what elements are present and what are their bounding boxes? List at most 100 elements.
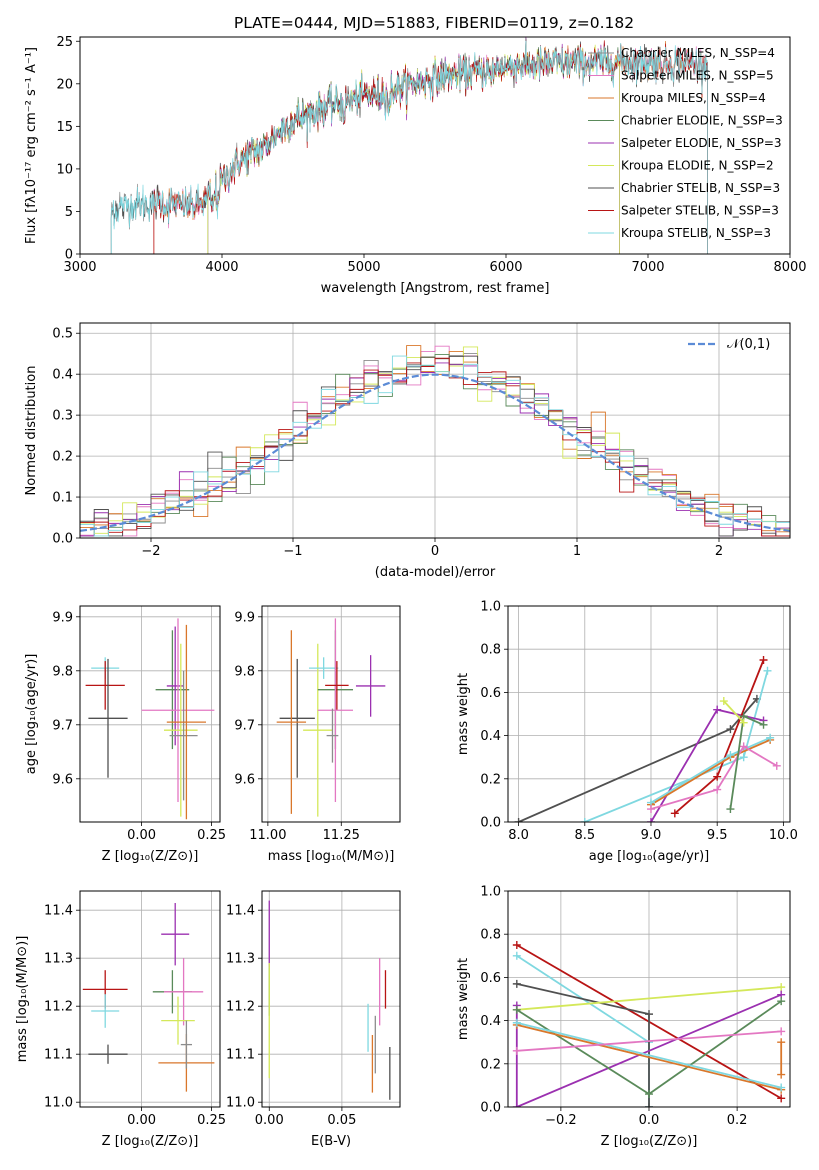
y-tick-label: 0.4 xyxy=(480,1014,501,1029)
weight-line-kr_stelib xyxy=(516,1021,782,1089)
x-tick-label: 5000 xyxy=(347,260,380,275)
weight-line-sa_miles xyxy=(650,745,778,810)
weight-marker xyxy=(726,751,735,760)
x-tick-label: 8.5 xyxy=(574,828,595,843)
y-axis-label: Normed distribution xyxy=(24,366,39,496)
y-tick-label: 11.4 xyxy=(226,904,255,919)
spectrum-line-kr_stelib xyxy=(110,40,708,254)
weight-marker xyxy=(777,997,786,1006)
axes-frame xyxy=(79,36,791,255)
axes-frame xyxy=(261,605,401,823)
plot-area xyxy=(82,903,215,1092)
y-tick-label: 0 xyxy=(65,248,73,263)
y-tick-label: 11.2 xyxy=(44,1000,73,1015)
plot-layer: 3000 4000 5000 6000 7000 80000510152025wavele… xyxy=(15,35,807,1149)
weight-marker xyxy=(777,983,786,992)
weight-marker xyxy=(514,818,523,822)
y-tick-label: 0.4 xyxy=(480,729,501,744)
x-tick-label: 10.0 xyxy=(769,828,798,843)
y-tick-label: 0.2 xyxy=(480,1057,501,1072)
weight-line-sa_elodie xyxy=(515,993,782,1107)
weight-marker xyxy=(713,705,722,714)
y-tick-label: 5 xyxy=(65,205,73,220)
y-axis-label: mass [log₁₀(M/M⊙)] xyxy=(15,936,30,1063)
legend-label: Chabrier MILES, N_SSP=4 xyxy=(621,46,775,60)
histogram-kr_stelib xyxy=(80,355,790,538)
x-tick-label: 1 xyxy=(573,544,581,559)
y-tick-label: 9.6 xyxy=(234,772,255,787)
y-tick-label: 9.7 xyxy=(52,718,73,733)
x-tick-label: −0.2 xyxy=(545,1113,577,1128)
weight-marker xyxy=(512,1103,521,1107)
plot-area xyxy=(80,345,790,538)
weight-marker xyxy=(713,785,722,794)
spectrum-line-ch_stelib xyxy=(110,38,708,254)
y-tick-label: 1.0 xyxy=(480,885,501,900)
weight-marker xyxy=(580,818,589,822)
x-tick-label: 0.00 xyxy=(127,828,156,843)
weight-marker xyxy=(739,718,748,727)
figure-title: PLATE=0444, MJD=51883, FIBERID=0119, z=0… xyxy=(234,14,634,32)
x-tick-label: 4000 xyxy=(205,260,238,275)
y-tick-label: 0.8 xyxy=(480,643,501,658)
y-tick-label: 9.8 xyxy=(52,664,73,679)
plot-area xyxy=(110,37,708,254)
y-axis-label: mass weight xyxy=(456,958,471,1040)
spectrum-line-ch_miles xyxy=(110,38,708,254)
y-tick-label: 0.2 xyxy=(480,772,501,787)
weight-marker xyxy=(646,818,655,822)
axes-frame xyxy=(79,890,221,1108)
y-axis-label: age [log₁₀(age/yr)] xyxy=(24,654,39,775)
y-tick-label: 11.1 xyxy=(226,1048,255,1063)
x-axis-label: Z [log₁₀(Z/Z⊙)] xyxy=(102,849,199,864)
weight-marker xyxy=(719,697,728,706)
y-axis-label: mass weight xyxy=(456,673,471,755)
legend-label: 𝒩(0,1) xyxy=(727,337,770,352)
spectrum-line-kr_elodie xyxy=(207,41,620,254)
y-axis-label: Flux [fλ10⁻¹⁷ erg cm⁻² s⁻¹ A⁻¹] xyxy=(24,47,39,244)
y-tick-label: 15 xyxy=(56,120,73,135)
panel-mass_weight_vs_age: 8.0 8.5 9.0 9.5 10.0 0.0 0.2 0.4 0.6 0.8 1.0 age [l… xyxy=(456,600,798,865)
weight-marker xyxy=(726,725,735,734)
weight-marker xyxy=(777,1094,786,1103)
weight-line-kr_elodie xyxy=(723,700,745,724)
y-tick-label: 11.0 xyxy=(44,1096,73,1111)
y-tick-label: 11.1 xyxy=(44,1048,73,1063)
legend-label: Salpeter ELODIE, N_SSP=3 xyxy=(621,136,782,150)
weight-marker xyxy=(777,1083,786,1092)
axes-frame xyxy=(79,322,791,539)
x-axis-label: Z [log₁₀(Z/Z⊙)] xyxy=(601,1134,698,1149)
y-tick-label: 0.1 xyxy=(52,491,73,506)
weight-line-sa_elodie xyxy=(650,708,764,822)
gaussian-curve xyxy=(80,373,790,532)
y-tick-label: 0.5 xyxy=(52,327,73,342)
y-tick-label: 0.0 xyxy=(480,1101,501,1116)
panel-spectrum: 3000 4000 5000 6000 7000 8000 0 5 10 15 20 25 wavele… xyxy=(24,35,807,296)
x-tick-label: 0.00 xyxy=(255,1113,284,1128)
x-tick-label: 0.25 xyxy=(197,828,226,843)
x-axis-label: (data-model)/error xyxy=(375,565,496,580)
weight-marker xyxy=(512,941,521,949)
y-tick-label: 0.3 xyxy=(52,409,73,424)
y-tick-label: 11.2 xyxy=(226,1000,255,1015)
axes-frame xyxy=(79,605,221,823)
weight-marker xyxy=(726,805,735,814)
panel-age_vs_Z: 0.00 0.25 9.6 9.7 9.8 9.9 Z [log₁₀(Z/Z⊙)] age [… xyxy=(24,605,226,864)
legend-label: Kroupa ELODIE, N_SSP=2 xyxy=(621,159,774,173)
weight-marker xyxy=(512,1018,521,1027)
weight-marker xyxy=(645,1010,653,1019)
legend-label: Salpeter MILES, N_SSP=5 xyxy=(621,69,774,83)
weight-line-kr_miles xyxy=(516,1024,782,1091)
weight-marker xyxy=(759,720,768,729)
weight-marker xyxy=(777,1027,786,1036)
weight-line-kr_stelib xyxy=(516,955,650,1107)
weight-marker xyxy=(777,1038,786,1047)
y-tick-label: 0.8 xyxy=(480,928,501,943)
weight-line-kr_elodie xyxy=(516,986,782,1011)
y-tick-label: 20 xyxy=(56,77,73,92)
y-tick-label: 0.4 xyxy=(52,368,73,383)
weight-marker xyxy=(512,979,521,988)
panel-mass_weight_vs_Z: −0.2 0.0 0.2 0.0 0.2 0.4 0.6 0.8 1.0 Z [log₁₀(Z/Z… xyxy=(456,885,791,1149)
legend-label: Kroupa STELIB, N_SSP=3 xyxy=(621,226,771,240)
